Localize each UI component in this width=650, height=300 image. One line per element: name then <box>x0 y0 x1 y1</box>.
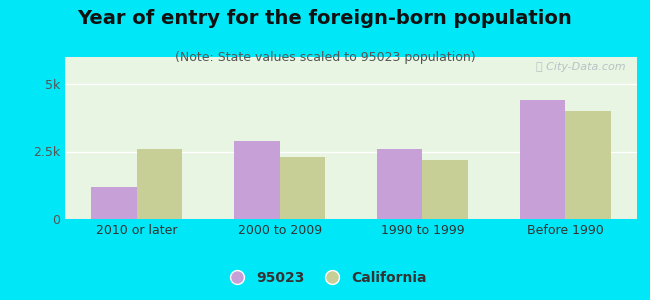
Bar <box>566 111 611 219</box>
Text: (Note: State values scaled to 95023 population): (Note: State values scaled to 95023 popu… <box>175 51 475 64</box>
Legend: 95023, California: 95023, California <box>217 265 433 290</box>
Bar <box>136 149 183 219</box>
Text: ⓘ City-Data.com: ⓘ City-Data.com <box>536 62 625 72</box>
Bar <box>91 187 136 219</box>
Bar <box>422 160 468 219</box>
Bar <box>519 100 566 219</box>
Text: Year of entry for the foreign-born population: Year of entry for the foreign-born popul… <box>77 9 573 28</box>
Bar <box>234 141 280 219</box>
Bar <box>280 157 325 219</box>
Bar <box>377 149 423 219</box>
